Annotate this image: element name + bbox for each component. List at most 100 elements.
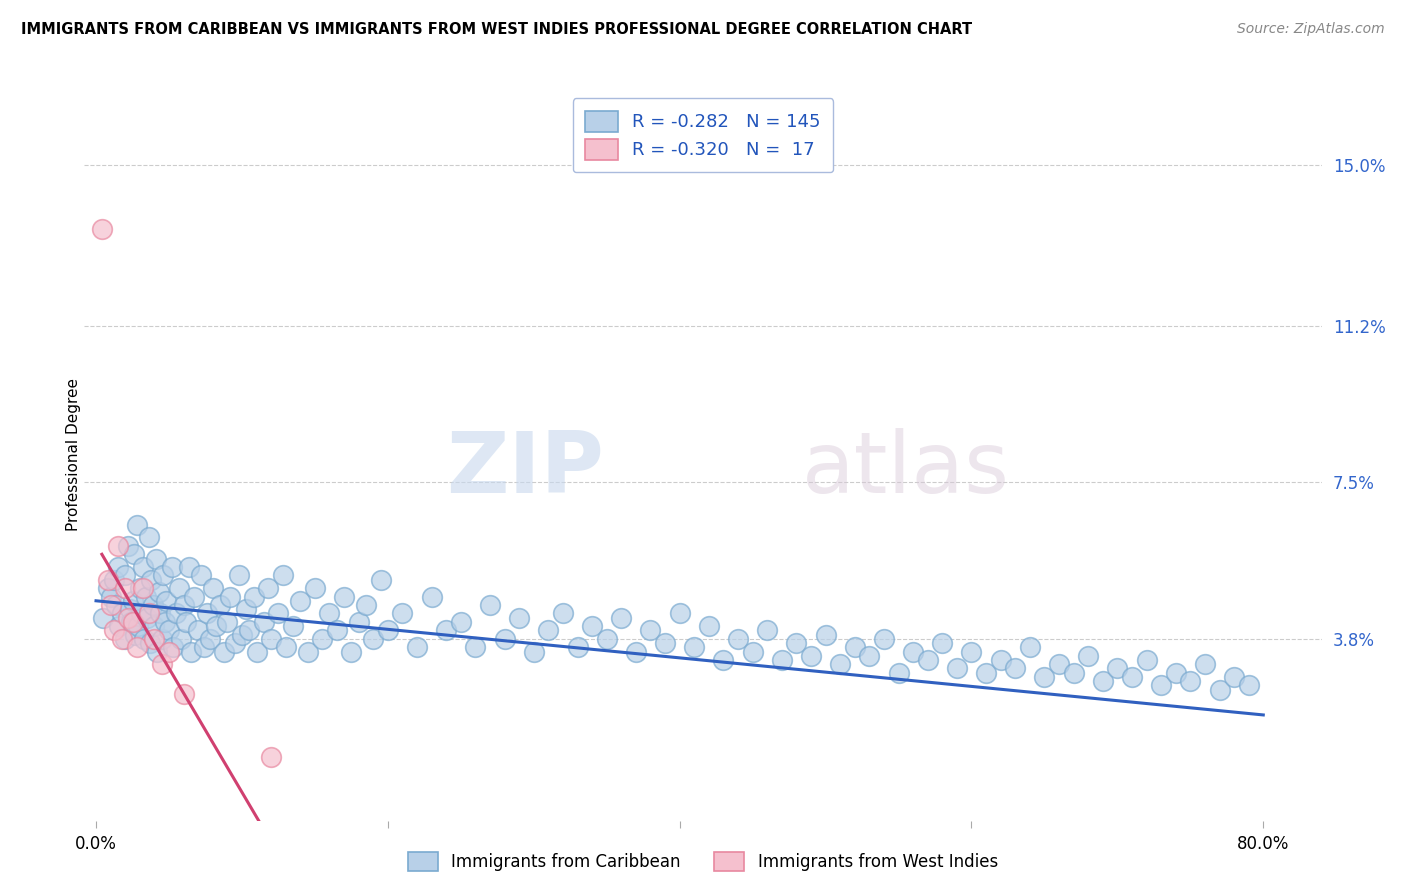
Point [333,590,356,604]
Point [1107,661,1129,675]
Point [260,750,283,764]
Point [450,615,472,629]
Point [114,581,136,595]
Point [931,636,953,650]
Point [391,607,413,621]
Point [173,598,195,612]
Point [138,530,160,544]
Point [141,573,163,587]
Point [304,581,326,595]
Point [1033,670,1056,684]
Point [814,627,837,641]
Point [1077,648,1099,663]
Point [150,632,173,646]
Point [219,590,242,604]
Point [581,619,603,633]
Point [180,644,202,658]
Point [873,632,896,646]
Point [228,568,250,582]
Point [1004,661,1026,675]
Point [1223,670,1246,684]
Point [1208,682,1230,697]
Point [152,568,174,582]
Point [155,594,177,608]
Point [253,615,276,629]
Point [1150,678,1173,692]
Point [537,624,560,638]
Point [713,653,735,667]
Point [974,665,997,680]
Point [340,644,363,658]
Point [311,632,333,646]
Legend: Immigrants from Caribbean, Immigrants from West Indies: Immigrants from Caribbean, Immigrants fr… [399,843,1007,880]
Point [610,610,633,624]
Point [946,661,969,675]
Point [640,624,662,638]
Point [1237,678,1260,692]
Point [121,594,143,608]
Point [1164,665,1187,680]
Point [148,585,170,599]
Point [91,610,114,624]
Point [785,636,807,650]
Legend: R = -0.282   N = 145, R = -0.320   N =  17: R = -0.282 N = 145, R = -0.320 N = 17 [572,98,834,172]
Point [318,607,340,621]
Point [105,598,128,612]
Point [135,590,157,604]
Point [111,607,134,621]
Point [1047,657,1070,672]
Point [697,619,720,633]
Point [167,581,190,595]
Point [160,560,183,574]
Point [245,644,267,658]
Point [354,598,377,612]
Point [125,517,148,532]
Point [290,594,312,608]
Point [770,653,793,667]
Point [434,624,457,638]
Point [204,619,226,633]
Point [134,632,156,646]
Text: IMMIGRANTS FROM CARIBBEAN VS IMMIGRANTS FROM WEST INDIES PROFESSIONAL DEGREE COR: IMMIGRANTS FROM CARIBBEAN VS IMMIGRANTS … [21,22,972,37]
Point [624,644,647,658]
Point [114,568,136,582]
Point [901,644,924,658]
Point [127,619,149,633]
Point [107,539,129,553]
Point [668,607,690,621]
Point [153,615,176,629]
Point [242,590,264,604]
Point [238,624,260,638]
Point [377,624,399,638]
Point [97,581,120,595]
Point [149,607,172,621]
Point [103,624,125,638]
Point [108,619,131,633]
Point [508,610,530,624]
Point [90,221,112,235]
Point [990,653,1012,667]
Point [494,632,516,646]
Point [235,602,257,616]
Point [146,644,169,658]
Point [150,657,173,672]
Point [267,607,290,621]
Point [124,627,146,641]
Point [114,632,136,646]
Point [1194,657,1216,672]
Point [157,644,180,658]
Point [122,547,145,561]
Point [139,636,162,650]
Point [830,657,852,672]
Point [100,598,122,612]
Point [347,615,370,629]
Point [145,551,167,566]
Point [117,610,139,624]
Point [1018,640,1040,655]
Point [960,644,983,658]
Y-axis label: Professional Degree: Professional Degree [66,378,80,532]
Point [165,607,187,621]
Point [120,615,142,629]
Point [567,640,589,655]
Point [596,632,619,646]
